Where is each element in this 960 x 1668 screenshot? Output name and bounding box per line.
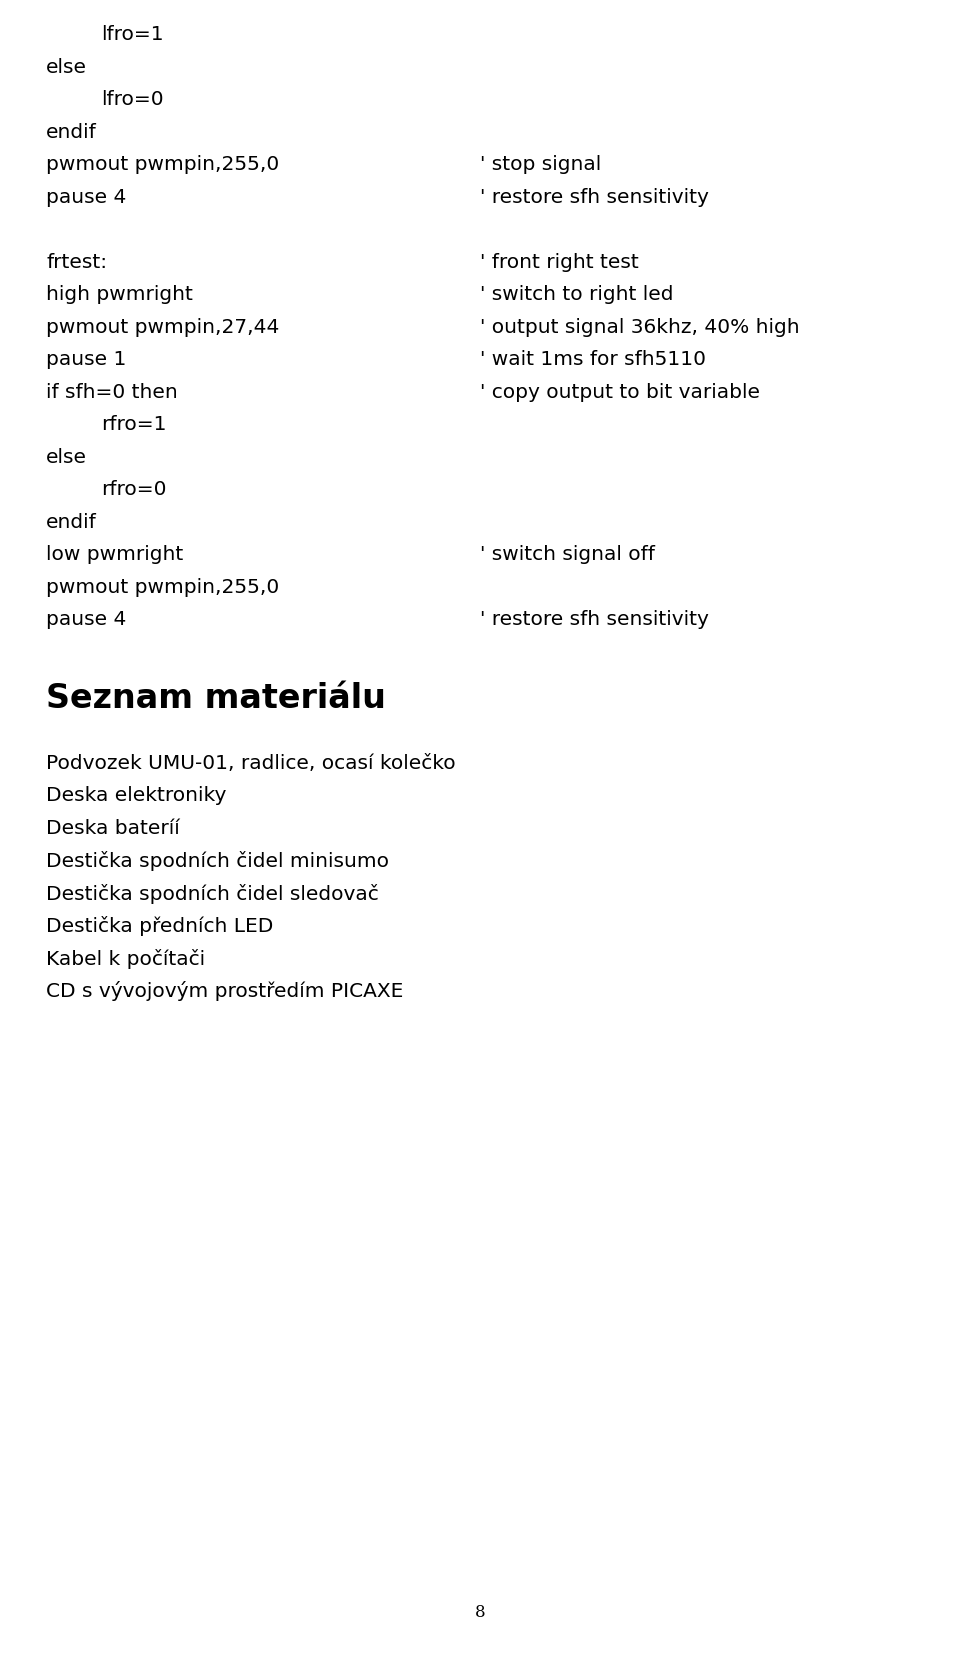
Text: lfro=1: lfro=1 xyxy=(101,25,163,43)
Text: pwmout pwmpin,255,0: pwmout pwmpin,255,0 xyxy=(46,577,279,597)
Text: 8: 8 xyxy=(474,1605,486,1621)
Text: Deska bateríí: Deska bateríí xyxy=(46,819,180,837)
Text: ' switch signal off: ' switch signal off xyxy=(480,545,655,564)
Text: rfro=1: rfro=1 xyxy=(101,415,166,434)
Text: ' output signal 36khz, 40% high: ' output signal 36khz, 40% high xyxy=(480,317,800,337)
Text: lfro=0: lfro=0 xyxy=(101,90,163,108)
Text: endif: endif xyxy=(46,512,97,532)
Text: low pwmright: low pwmright xyxy=(46,545,183,564)
Text: if sfh=0 then: if sfh=0 then xyxy=(46,382,178,402)
Text: Destička předních LED: Destička předních LED xyxy=(46,916,274,936)
Text: pause 1: pause 1 xyxy=(46,350,127,369)
Text: high pwmright: high pwmright xyxy=(46,285,193,304)
Text: Destička spodních čidel minisumo: Destička spodních čidel minisumo xyxy=(46,851,389,871)
Text: Deska elektroniky: Deska elektroniky xyxy=(46,786,227,806)
Text: ' restore sfh sensitivity: ' restore sfh sensitivity xyxy=(480,610,708,629)
Text: Destička spodních čidel sledovač: Destička spodních čidel sledovač xyxy=(46,884,379,904)
Text: else: else xyxy=(46,447,87,467)
Text: ' switch to right led: ' switch to right led xyxy=(480,285,674,304)
Text: rfro=0: rfro=0 xyxy=(101,480,166,499)
Text: ' copy output to bit variable: ' copy output to bit variable xyxy=(480,382,760,402)
Text: frtest:: frtest: xyxy=(46,252,108,272)
Text: pause 4: pause 4 xyxy=(46,187,127,207)
Text: endif: endif xyxy=(46,122,97,142)
Text: Seznam materiálu: Seznam materiálu xyxy=(46,682,386,716)
Text: pwmout pwmpin,27,44: pwmout pwmpin,27,44 xyxy=(46,317,279,337)
Text: else: else xyxy=(46,58,87,77)
Text: Podvozek UMU-01, radlice, ocasí kolečko: Podvozek UMU-01, radlice, ocasí kolečko xyxy=(46,754,456,772)
Text: ' wait 1ms for sfh5110: ' wait 1ms for sfh5110 xyxy=(480,350,706,369)
Text: ' restore sfh sensitivity: ' restore sfh sensitivity xyxy=(480,187,708,207)
Text: CD s vývojovým prostředím PICAXE: CD s vývojovým prostředím PICAXE xyxy=(46,981,403,1001)
Text: Kabel k počítači: Kabel k počítači xyxy=(46,949,205,969)
Text: ' front right test: ' front right test xyxy=(480,252,638,272)
Text: pause 4: pause 4 xyxy=(46,610,127,629)
Text: ' stop signal: ' stop signal xyxy=(480,155,601,173)
Text: pwmout pwmpin,255,0: pwmout pwmpin,255,0 xyxy=(46,155,279,173)
